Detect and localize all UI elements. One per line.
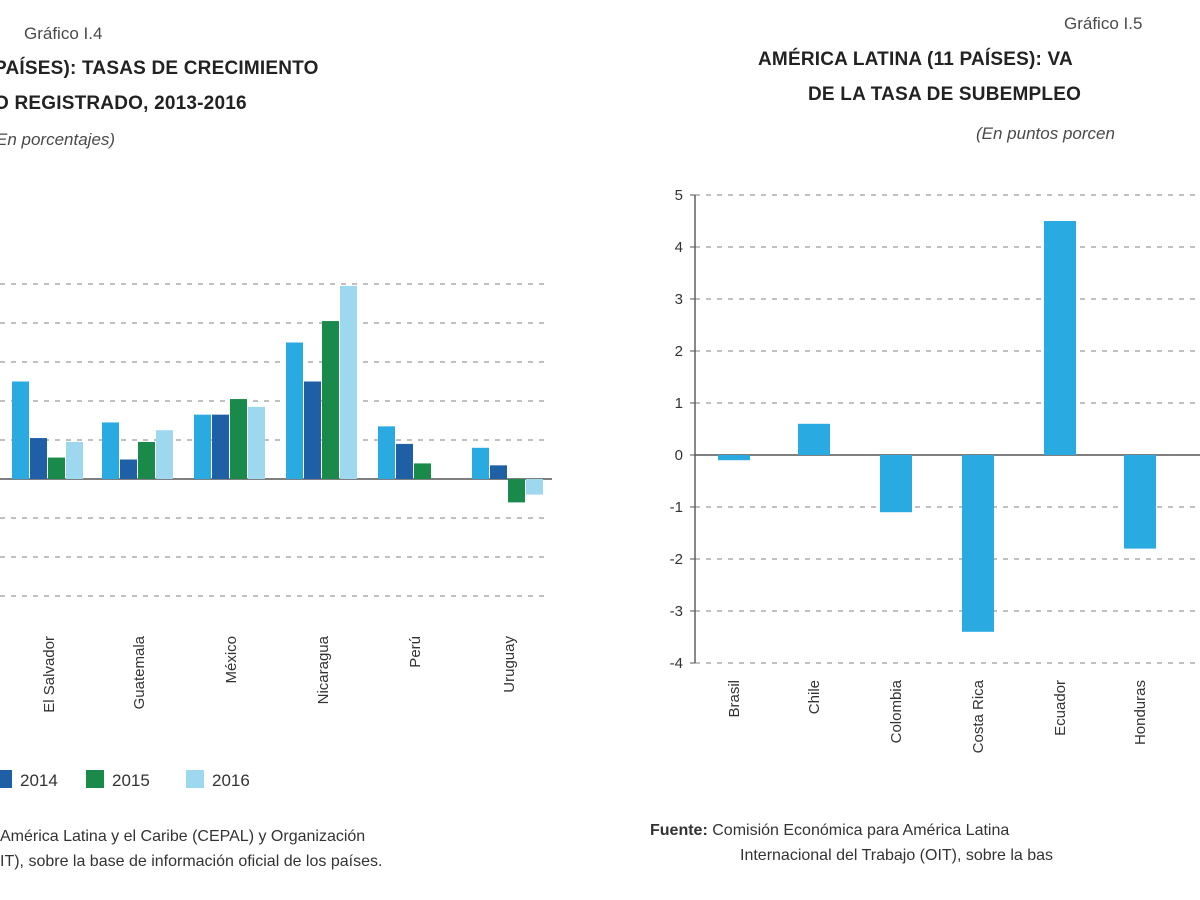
left-bar-2013 [286, 342, 303, 479]
right-bar [880, 455, 912, 513]
left-chart-title-line2: O REGISTRADO, 2013-2016 [0, 93, 247, 114]
right-y-tick-label: 1 [675, 395, 683, 412]
left-bar-2015 [414, 463, 431, 479]
left-bar-2013 [102, 422, 119, 479]
left-bar-2016 [248, 406, 265, 479]
right-category-label: Chile [806, 680, 823, 714]
left-bar-2013 [378, 426, 395, 479]
right-footer-text1: Comisión Económica para América Latina [712, 822, 1010, 839]
left-bar-2014 [304, 381, 321, 479]
left-legend-swatch-2016 [186, 770, 204, 788]
left-category-label: Perú [407, 636, 424, 668]
left-footer-line1: América Latina y el Caribe (CEPAL) y Org… [0, 828, 366, 845]
left-legend-label-2015: 2015 [112, 771, 150, 790]
right-bar [718, 455, 750, 461]
right-chart-subtitle: (En puntos porcen [976, 124, 1115, 143]
right-bar [962, 455, 994, 632]
left-bar-2014 [490, 465, 507, 479]
left-chart-subtitle: En porcentajes) [0, 130, 116, 149]
right-chart-number: Gráfico I.5 [1064, 14, 1143, 33]
left-category-label: El Salvador [41, 636, 58, 713]
left-category-label: México [223, 636, 240, 684]
left-bar-2015 [508, 479, 525, 503]
left-bar-2014 [212, 414, 229, 479]
left-footer-line2: IT), sobre la base de información oficia… [0, 853, 383, 870]
right-footer-line2: Internacional del Trabajo (OIT), sobre l… [740, 847, 1054, 864]
left-legend-swatch-2014 [0, 770, 12, 788]
left-chart-svg: El Salvador Guatemala México Nicaragua Perú U… [0, 283, 552, 790]
right-category-label: Brasil [726, 680, 743, 718]
right-category-label: Honduras [1132, 680, 1149, 745]
right-y-tick-label: -3 [670, 603, 683, 620]
right-bar [798, 423, 830, 455]
right-y-tick-label: 0 [675, 447, 683, 464]
left-chart-title-line1: PAÍSES): TASAS DE CRECIMIENTO [0, 58, 319, 79]
left-category-label: Guatemala [131, 635, 148, 709]
left-bar-2014 [30, 438, 47, 479]
right-y-tick-label: 3 [675, 291, 683, 308]
right-category-label: Colombia [888, 679, 905, 743]
right-y-tick-label: -4 [670, 655, 683, 672]
right-category-label: Ecuador [1052, 680, 1069, 736]
right-y-tick-label: 4 [675, 239, 683, 256]
right-footer-label: Fuente: [650, 822, 708, 839]
left-bar-2015 [230, 399, 247, 479]
right-y-tick-label: 2 [675, 343, 683, 360]
left-bar-2013 [194, 414, 211, 479]
left-category-label: Uruguay [501, 636, 518, 693]
left-bar-2016 [526, 479, 543, 495]
left-bar-2015 [322, 321, 339, 479]
left-bar-2015 [138, 441, 155, 479]
right-bar [1124, 455, 1156, 549]
left-legend-label-2016: 2016 [212, 771, 250, 790]
left-bar-2013 [12, 381, 29, 479]
left-bar-2014 [120, 459, 137, 479]
left-legend-label-2014: 2014 [20, 771, 58, 790]
right-category-label: Costa Rica [970, 679, 987, 753]
left-legend-swatch-2015 [86, 770, 104, 788]
right-bar [1044, 221, 1076, 455]
left-bar-2016 [66, 441, 83, 479]
right-chart-title-line2: DE LA TASA DE SUBEMPLEO [808, 84, 1082, 105]
right-footer-line1: Fuente: Comisión Económica para América … [650, 820, 1009, 842]
right-y-tick-label: 5 [675, 187, 683, 204]
left-category-label: Nicaragua [315, 635, 332, 704]
left-bar-2016 [156, 430, 173, 479]
left-bar-2014 [396, 443, 413, 479]
left-bar-2013 [472, 447, 489, 479]
left-chart-number: Gráfico I.4 [24, 24, 103, 43]
right-chart-title-line1: AMÉRICA LATINA (11 PAÍSES): VA [758, 49, 1073, 70]
right-y-tick-label: -2 [670, 551, 683, 568]
right-y-tick-label: -1 [670, 499, 683, 516]
right-chart-svg: 5 4 3 2 1 0 -1 -2 -3 -4 Brasil Chile Colombia Costa R… [670, 187, 1200, 753]
left-bar-2016 [340, 285, 357, 479]
left-bar-2015 [48, 457, 65, 479]
